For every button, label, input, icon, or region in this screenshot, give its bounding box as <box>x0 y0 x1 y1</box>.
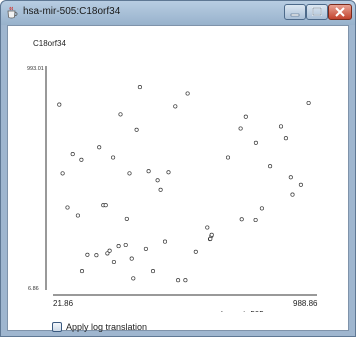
data-point-21 <box>129 256 134 261</box>
data-point-23 <box>134 127 139 132</box>
minimize-button[interactable] <box>284 4 306 20</box>
x-axis-label: hsa-mir-505 <box>221 310 264 312</box>
data-point-55 <box>306 100 311 106</box>
plot-panel: C18orf34 993.01 6.86 21.86 988.86 hsa-mi… <box>7 25 349 334</box>
data-point-8 <box>94 253 99 258</box>
data-point-44 <box>239 217 244 222</box>
data-point-30 <box>162 239 168 244</box>
data-point-3 <box>70 152 75 157</box>
data-point-27 <box>150 269 156 274</box>
data-point-24 <box>137 85 142 90</box>
data-point-43 <box>238 126 243 131</box>
x-tick-label-min: 21.86 <box>53 299 74 308</box>
title-bar[interactable]: hsa-mir-505:C18orf34 <box>1 1 355 25</box>
data-point-45 <box>243 114 248 119</box>
data-point-4 <box>75 213 80 218</box>
data-point-52 <box>288 175 293 180</box>
data-point-9 <box>97 145 102 150</box>
data-point-17 <box>118 112 123 117</box>
data-point-31 <box>166 170 171 175</box>
data-point-15 <box>111 259 116 265</box>
data-point-36 <box>193 249 198 254</box>
maximize-icon <box>312 7 322 16</box>
data-point-49 <box>268 164 273 169</box>
minimize-icon <box>290 13 300 17</box>
log-translation-option[interactable]: Apply log translation <box>52 320 147 334</box>
data-point-16 <box>116 244 121 249</box>
data-point-53 <box>290 192 295 197</box>
close-icon <box>335 7 345 17</box>
data-point-22 <box>131 276 136 281</box>
data-point-50 <box>278 124 284 129</box>
close-button[interactable] <box>328 4 352 20</box>
data-point-34 <box>183 278 188 283</box>
data-point-48 <box>259 206 264 211</box>
data-point-42 <box>225 155 231 160</box>
data-point-1 <box>60 171 65 176</box>
data-point-29 <box>158 187 163 192</box>
data-point-0 <box>57 102 62 107</box>
data-point-32 <box>173 104 178 109</box>
y-tick-label-max: 993.01 <box>27 66 44 72</box>
data-point-19 <box>124 216 129 221</box>
data-point-26 <box>146 169 151 174</box>
data-point-20 <box>127 171 132 176</box>
y-tick-label-min: 6.86 <box>28 286 39 292</box>
data-points <box>57 85 311 283</box>
data-point-35 <box>185 91 190 96</box>
window-title: hsa-mir-505:C18orf34 <box>23 6 121 17</box>
scatter-plot: C18orf34 993.01 6.86 21.86 988.86 hsa-mi… <box>27 39 318 312</box>
data-point-46 <box>253 217 258 223</box>
data-point-14 <box>111 155 116 160</box>
x-tick-label-max: 988.86 <box>293 299 318 308</box>
data-point-51 <box>283 136 288 141</box>
java-cup-icon <box>7 6 18 19</box>
data-point-5 <box>79 157 84 162</box>
maximize-button[interactable] <box>306 4 328 20</box>
data-point-2 <box>65 205 70 210</box>
data-point-47 <box>253 140 258 145</box>
data-point-28 <box>155 178 160 183</box>
log-translation-checkbox[interactable] <box>52 322 62 332</box>
log-translation-label: Apply log translation <box>66 322 148 332</box>
data-point-7 <box>85 252 90 257</box>
data-point-41 <box>209 232 214 237</box>
y-axis-label: C18orf34 <box>33 39 66 48</box>
data-point-11 <box>103 203 108 208</box>
data-point-18 <box>123 242 128 248</box>
data-point-54 <box>298 182 303 187</box>
data-point-33 <box>176 278 181 283</box>
data-point-6 <box>79 269 85 274</box>
data-point-25 <box>143 246 148 251</box>
data-point-12 <box>105 251 110 256</box>
data-point-37 <box>205 225 210 230</box>
data-point-13 <box>107 248 112 253</box>
